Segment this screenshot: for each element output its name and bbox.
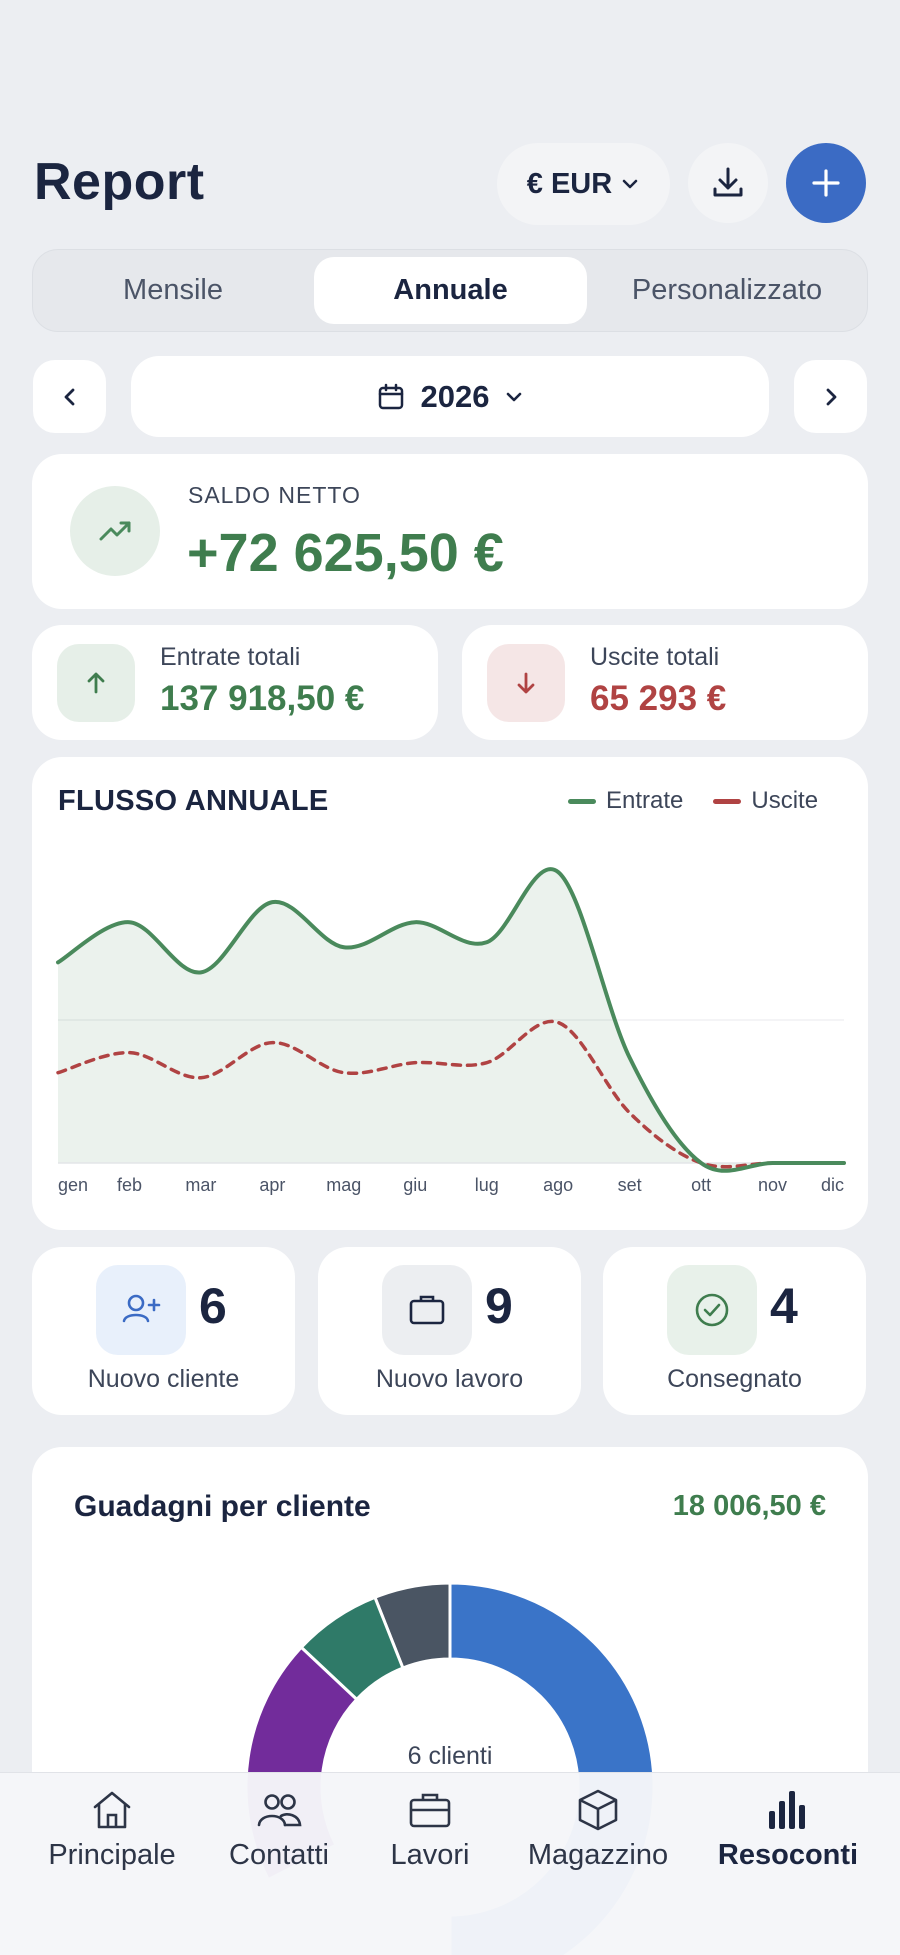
tab-personalizzato[interactable]: Personalizzato xyxy=(631,274,823,306)
nav-tab-contatti[interactable]: Contatti xyxy=(218,1785,340,1872)
stat-label-new-job: Nuovo lavoro xyxy=(375,1365,524,1393)
check-circle-badge xyxy=(667,1265,757,1355)
chevron-left-icon xyxy=(64,388,74,405)
x-tick-label: ago xyxy=(543,1175,573,1195)
stat-value-delivered: 4 xyxy=(770,1278,798,1334)
income-card: Entrate totali 137 918,50 € xyxy=(32,625,438,740)
nav-label-contatti: Contatti xyxy=(229,1839,329,1871)
plus-icon xyxy=(812,169,840,197)
stat-card-new-client[interactable]: 6 Nuovo cliente xyxy=(32,1247,295,1415)
arrow-up-badge xyxy=(57,644,135,722)
arrow-up-icon xyxy=(87,672,105,694)
x-tick-label: mar xyxy=(185,1175,216,1195)
trend-up-icon xyxy=(99,521,131,541)
donut-segment-3[interactable] xyxy=(299,1595,405,1702)
period-segmented-control: Mensile Annuale Personalizzato xyxy=(32,249,868,332)
chart-title: FLUSSO ANNUALE xyxy=(58,785,329,817)
x-tick-label: set xyxy=(618,1175,642,1195)
income-value: 137 918,50 € xyxy=(160,679,365,718)
expenses-card: Uscite totali 65 293 € xyxy=(462,625,868,740)
stat-card-new-job[interactable]: 9 Nuovo lavoro xyxy=(318,1247,581,1415)
earnings-total: 18 006,50 € xyxy=(672,1490,826,1522)
tab-annuale[interactable]: Annuale xyxy=(314,257,587,324)
download-button[interactable] xyxy=(688,143,768,223)
nav-tab-principale[interactable]: Principale xyxy=(40,1785,184,1872)
income-label: Entrate totali xyxy=(160,643,301,671)
add-button[interactable] xyxy=(786,143,866,223)
year-selector[interactable]: 2026 xyxy=(131,356,769,437)
calendar-icon xyxy=(378,383,403,409)
trend-up-badge xyxy=(70,486,160,576)
chevron-down-icon xyxy=(622,179,638,189)
nav-label-principale: Principale xyxy=(48,1839,176,1871)
nav-tab-resoconti[interactable]: Resoconti xyxy=(712,1785,864,1872)
expenses-value: 65 293 € xyxy=(590,679,727,718)
chart-legend: Entrate Uscite xyxy=(568,787,818,815)
nav-label-resoconti: Resoconti xyxy=(717,1839,859,1871)
next-year-button[interactable] xyxy=(794,360,867,433)
x-tick-label: mag xyxy=(326,1175,361,1195)
net-balance-value: +72 625,50 € xyxy=(187,523,504,583)
net-balance-label: SALDO NETTO xyxy=(188,482,361,508)
briefcase-icon xyxy=(409,1793,451,1828)
box-icon xyxy=(578,1789,618,1831)
donut-center-label: 6 clienti xyxy=(407,1742,493,1770)
annual-flow-card: FLUSSO ANNUALE Entrate Uscite gen feb mar a… xyxy=(32,757,868,1230)
chevron-down-icon xyxy=(507,392,522,401)
currency-label: € EUR xyxy=(526,167,613,200)
user-plus-icon xyxy=(122,1294,161,1323)
expenses-label: Uscite totali xyxy=(590,643,720,671)
previous-year-button[interactable] xyxy=(33,360,106,433)
nav-tab-lavori[interactable]: Lavori xyxy=(380,1785,480,1872)
legend-swatch-uscite xyxy=(713,798,742,804)
chevron-right-icon xyxy=(826,388,836,405)
bar-chart-icon xyxy=(769,1791,805,1829)
stat-value-new-client: 6 xyxy=(199,1278,227,1334)
page-title: Report xyxy=(34,153,205,211)
stat-value-new-job: 9 xyxy=(485,1278,513,1334)
x-tick-label: apr xyxy=(259,1175,285,1195)
legend-label-uscite: Uscite xyxy=(751,787,819,814)
legend-swatch-entrate xyxy=(568,798,596,804)
arrow-down-icon xyxy=(517,672,535,694)
x-tick-label: lug xyxy=(475,1175,499,1195)
download-icon xyxy=(713,167,743,197)
nav-label-magazzino: Magazzino xyxy=(527,1839,669,1871)
check-circle-icon xyxy=(695,1293,729,1327)
stat-label-delivered: Consegnato xyxy=(667,1365,802,1393)
donut-segment-4[interactable] xyxy=(372,1581,452,1670)
bottom-navigation: Principale Contatti Lavori Magazzino Res… xyxy=(0,1772,900,1955)
user-plus-badge xyxy=(96,1265,186,1355)
legend-label-entrate: Entrate xyxy=(606,787,684,814)
briefcase-icon xyxy=(409,1295,445,1325)
annual-flow-chart: gen feb mar apr mag giu lug ago set ott nov dic xyxy=(56,867,846,1195)
nav-tab-magazzino[interactable]: Magazzino xyxy=(518,1785,678,1872)
stat-card-delivered[interactable]: 4 Consegnato xyxy=(603,1247,866,1415)
currency-selector[interactable]: € EUR xyxy=(497,143,670,225)
arrow-down-badge xyxy=(487,644,565,722)
year-value: 2026 xyxy=(420,378,490,414)
x-tick-label: gen xyxy=(58,1175,88,1195)
x-tick-label: ott xyxy=(691,1175,711,1195)
nav-label-lavori: Lavori xyxy=(390,1839,470,1871)
briefcase-badge xyxy=(382,1265,472,1355)
x-tick-label: nov xyxy=(758,1175,787,1195)
x-tick-label: giu xyxy=(403,1175,427,1195)
net-balance-card: SALDO NETTO +72 625,50 € xyxy=(32,454,868,609)
x-tick-label: feb xyxy=(117,1175,142,1195)
stat-label-new-client: Nuovo cliente xyxy=(87,1365,240,1393)
contacts-icon xyxy=(257,1794,302,1827)
home-icon xyxy=(93,1791,131,1829)
x-tick-label: dic xyxy=(821,1175,844,1195)
tab-mensile[interactable]: Mensile xyxy=(123,274,223,306)
earnings-title: Guadagni per cliente xyxy=(74,1490,371,1523)
